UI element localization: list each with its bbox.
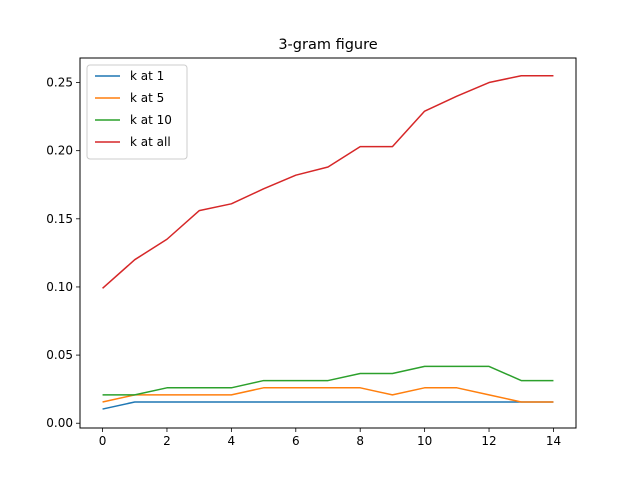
x-tick-label: 2 — [163, 434, 171, 448]
legend-label: k at 5 — [130, 91, 164, 105]
series-line-4 — [102, 74, 554, 289]
series-line-2 — [102, 387, 554, 403]
plot-frame — [79, 57, 577, 429]
y-tick-label: 0.05 — [46, 348, 73, 362]
legend-label: k at all — [130, 135, 171, 149]
x-tick-label: 6 — [292, 434, 300, 448]
y-tick-label: 0.15 — [46, 212, 73, 226]
x-axis: 0 2 4 6 8 10 12 14 — [99, 428, 561, 448]
x-tick-label: 0 — [99, 434, 107, 448]
y-tick-label: 0.25 — [46, 76, 73, 90]
y-tick-label: 0.10 — [46, 280, 73, 294]
legend-box — [86, 64, 188, 160]
y-tick-label: 0.00 — [46, 416, 73, 430]
x-tick-label: 4 — [228, 434, 236, 448]
legend-label: k at 1 — [130, 69, 164, 83]
x-tick-label: 8 — [356, 434, 364, 448]
legend-label: k at 10 — [130, 113, 172, 127]
x-tick-label: 12 — [481, 434, 496, 448]
series-line-1 — [102, 401, 554, 410]
y-axis: 0.00 0.05 0.10 0.15 0.20 0.25 — [46, 76, 80, 430]
x-tick-label: 14 — [546, 434, 561, 448]
x-tick-label: 10 — [417, 434, 432, 448]
y-tick-label: 0.20 — [46, 144, 73, 158]
series-line-3 — [102, 365, 554, 396]
legend: k at 1 k at 5 k at 10 k at all — [86, 64, 188, 160]
chart-title: 3-gram figure — [278, 37, 377, 53]
plot-area — [102, 74, 554, 410]
